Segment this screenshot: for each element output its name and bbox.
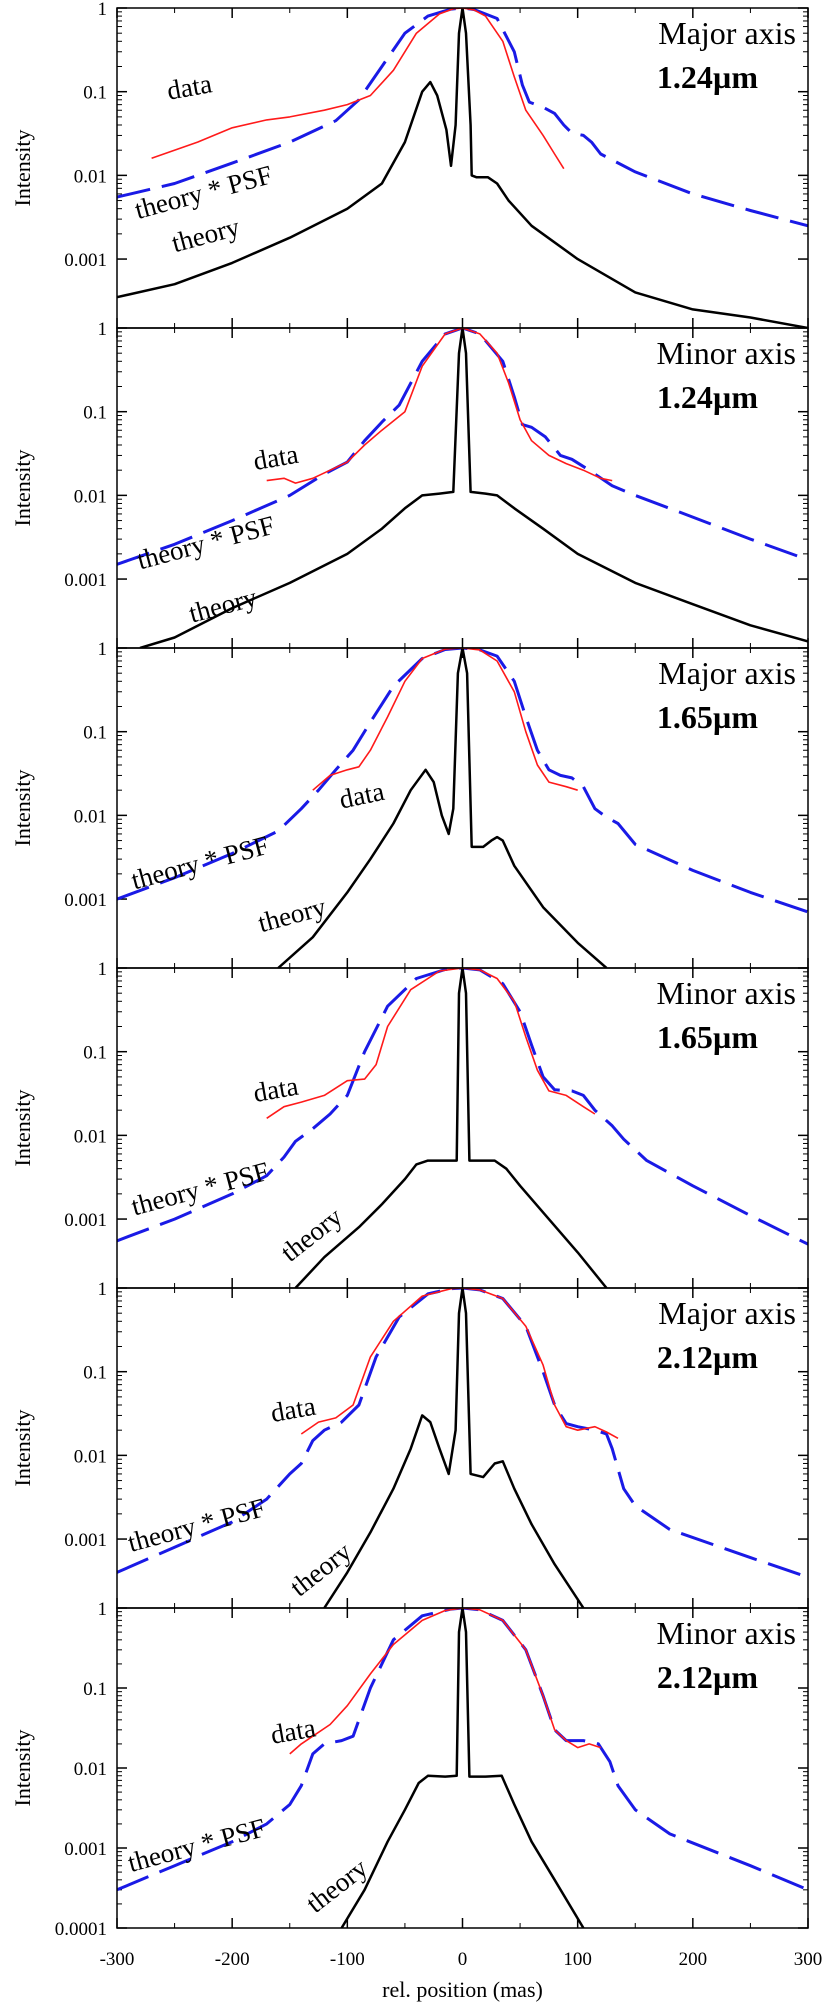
- panel-frame: [116, 967, 809, 1289]
- series-theory-psf-line: [117, 1608, 808, 1892]
- label-theory-psf: theory * PSF: [134, 510, 278, 575]
- y-axis-title: Intensity: [10, 450, 35, 527]
- series-data-line: [151, 8, 565, 170]
- y-tick-label: 0.001: [64, 570, 107, 591]
- panel-frame: [116, 1287, 809, 1609]
- label-data: data: [251, 439, 301, 476]
- series-data-line: [289, 1608, 601, 1755]
- y-tick-label: 0.1: [83, 723, 107, 744]
- y-tick-label: 0.01: [74, 486, 107, 507]
- y-tick-label: 1: [98, 639, 108, 660]
- label-data: data: [268, 1391, 318, 1428]
- y-tick-label: 0.01: [74, 1759, 107, 1780]
- x-tick-label: -100: [330, 1949, 365, 1970]
- y-tick-label: 0.001: [64, 1530, 107, 1551]
- series-data-line: [300, 1288, 619, 1440]
- y-tick-label: 0.01: [74, 1446, 107, 1467]
- y-tick-label: 0.01: [74, 806, 107, 827]
- panel-axis-label: Minor axis: [656, 1615, 796, 1651]
- y-axis-title: Intensity: [10, 1090, 35, 1167]
- series-data-line: [266, 968, 596, 1119]
- panel-wavelength: 2.12µm: [657, 1659, 758, 1695]
- y-tick-label: 1: [98, 0, 108, 20]
- panel-wavelength: 1.65µm: [657, 699, 758, 735]
- panel-frame: [116, 1607, 809, 1929]
- label-theory: theory: [300, 1852, 373, 1918]
- y-tick-label: 1: [98, 1279, 108, 1300]
- label-theory-psf: theory * PSF: [125, 1492, 269, 1557]
- y-tick-label: 0.001: [64, 250, 107, 271]
- label-data: data: [165, 68, 215, 105]
- y-axis-title: Intensity: [10, 1410, 35, 1487]
- label-data: data: [251, 1071, 301, 1108]
- series-data-line: [312, 648, 578, 791]
- y-tick-label: 0.1: [83, 1363, 107, 1384]
- label-theory: theory: [186, 582, 261, 629]
- y-axis-title: Intensity: [10, 770, 35, 847]
- y-tick-label: 1: [98, 959, 108, 980]
- y-tick-label: 0.1: [83, 1043, 107, 1064]
- y-axis-title: Intensity: [10, 130, 35, 207]
- x-tick-label: 300: [794, 1949, 823, 1970]
- x-tick-label: 100: [563, 1949, 592, 1970]
- label-theory: theory: [275, 1201, 348, 1267]
- x-tick-label: -200: [215, 1949, 250, 1970]
- label-theory: theory: [168, 211, 243, 258]
- series-theory-line: [277, 648, 608, 968]
- label-theory-psf: theory * PSF: [128, 830, 272, 895]
- panel-frame: [116, 647, 809, 969]
- panel-axis-label: Major axis: [658, 655, 796, 691]
- panel-axis-label: Minor axis: [656, 975, 796, 1011]
- y-tick-label: 0.001: [64, 890, 107, 911]
- panel-wavelength: 1.65µm: [657, 1019, 758, 1055]
- y-tick-label: 0.0001: [55, 1919, 107, 1940]
- y-tick-label: 0.01: [74, 1126, 107, 1147]
- series-theory-line: [340, 1608, 585, 1928]
- label-theory: theory: [284, 1536, 357, 1602]
- y-tick-label: 0.001: [64, 1839, 107, 1860]
- series-theory-psf-line: [117, 8, 808, 228]
- label-data: data: [268, 1712, 318, 1749]
- y-tick-label: 0.001: [64, 1210, 107, 1231]
- y-tick-label: 0.01: [74, 166, 107, 187]
- y-tick-label: 0.1: [83, 403, 107, 424]
- panel-wavelength: 1.24µm: [657, 379, 758, 415]
- label-theory-psf: theory * PSF: [125, 1812, 269, 1877]
- series-theory-line: [117, 8, 808, 328]
- y-tick-label: 1: [98, 319, 108, 340]
- series-theory-line: [294, 968, 608, 1288]
- series-theory-line: [139, 328, 808, 648]
- y-axis-title: Intensity: [10, 1730, 35, 1807]
- label-theory-psf: theory * PSF: [128, 1156, 272, 1221]
- panel-axis-label: Major axis: [658, 15, 796, 51]
- y-tick-label: 1: [98, 1599, 108, 1620]
- panel-wavelength: 1.24µm: [657, 59, 758, 95]
- label-theory-psf: theory * PSF: [132, 159, 276, 224]
- panel-axis-label: Minor axis: [656, 335, 796, 371]
- series-theory-psf-line: [117, 648, 808, 914]
- x-tick-label: -300: [100, 1949, 135, 1970]
- panel-axis-label: Major axis: [658, 1295, 796, 1331]
- y-tick-label: 0.1: [83, 83, 107, 104]
- panel-wavelength: 2.12µm: [657, 1339, 758, 1375]
- label-data: data: [337, 776, 387, 815]
- x-tick-label: 0: [458, 1949, 468, 1970]
- x-axis-title: rel. position (mas): [382, 1977, 543, 2002]
- y-tick-label: 0.1: [83, 1679, 107, 1700]
- series-data-line: [266, 328, 613, 484]
- x-tick-label: 200: [679, 1949, 708, 1970]
- series-theory-line: [323, 1288, 585, 1608]
